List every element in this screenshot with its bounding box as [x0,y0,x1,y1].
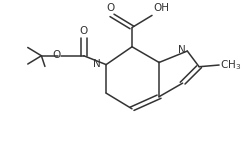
Text: N: N [93,59,101,69]
Text: OH: OH [153,3,169,13]
Text: O: O [107,3,115,13]
Text: N: N [178,45,185,55]
Text: O: O [52,50,61,60]
Text: O: O [80,26,88,36]
Text: CH$_3$: CH$_3$ [220,58,242,72]
